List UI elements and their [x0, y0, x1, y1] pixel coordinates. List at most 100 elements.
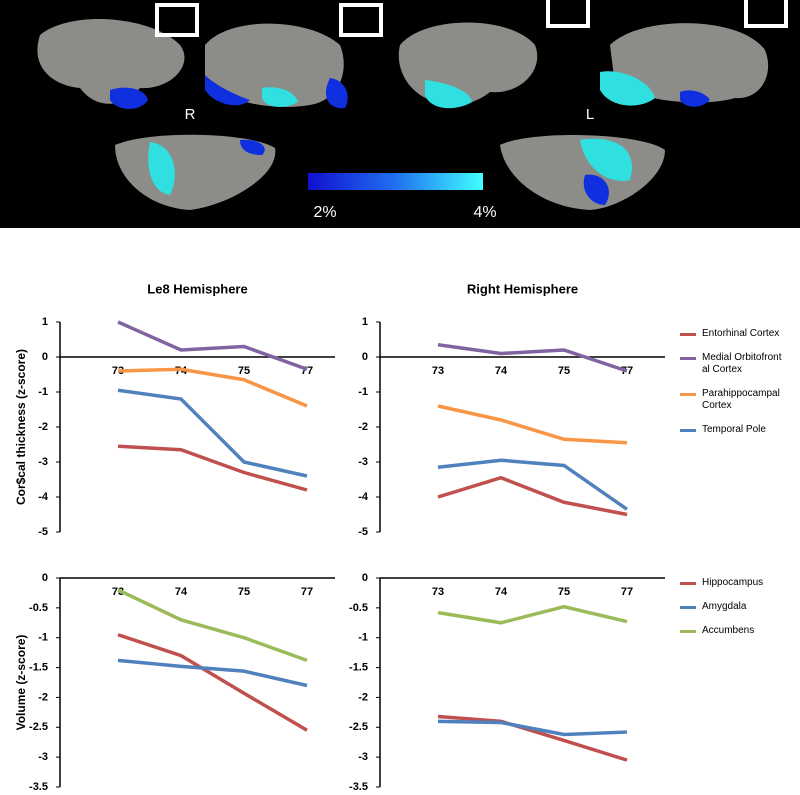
y-tick-label: -4	[358, 491, 369, 503]
legend-entry: Hippocampus	[680, 577, 790, 589]
hemisphere-label: R	[185, 106, 196, 123]
brain-patch	[580, 138, 632, 181]
y-tick-label: -1	[358, 632, 368, 644]
legend-swatch	[680, 333, 696, 336]
legend: Entorhinal Cortex Medial Orbitofrontal Co…	[680, 328, 790, 448]
brain-patch	[148, 142, 175, 195]
brain-patch	[262, 87, 298, 107]
legend-swatch	[680, 606, 696, 609]
x-tick-label: 73	[112, 586, 124, 598]
legend-entry: Parahippocampal Cortex	[680, 388, 790, 412]
series-line	[437, 719, 628, 737]
y-tick-label: -1.5	[349, 661, 368, 673]
legend-label: Hippocampus	[702, 577, 764, 588]
y-tick-label: -1	[358, 386, 368, 398]
y-tick-label: 0	[42, 572, 48, 584]
y-axis-label: Volume (z-score)	[14, 635, 28, 731]
y-tick-label: -5	[38, 526, 48, 538]
colorbar-label: 4%	[473, 204, 496, 221]
brain-patch	[205, 75, 250, 106]
series-line	[437, 404, 628, 445]
y-tick-label: -3	[38, 456, 48, 468]
series-line	[117, 320, 308, 371]
y-tick-label: -2	[38, 691, 48, 703]
series-line	[437, 714, 628, 762]
series-line	[117, 658, 308, 688]
x-tick-label: 77	[621, 586, 633, 598]
y-tick-label: -2.5	[349, 721, 368, 733]
brain-panel: R L 2% 4%	[0, 0, 800, 228]
y-tick-label: -2	[358, 691, 368, 703]
y-tick-label: 0	[362, 572, 368, 584]
x-tick-label: 77	[301, 586, 313, 598]
legend-label: Temporal Pole	[702, 424, 766, 435]
legend-swatch	[680, 429, 696, 432]
series-line	[437, 475, 628, 517]
brain-view	[610, 23, 769, 103]
legend-label: Entorhinal Cortex	[702, 328, 780, 339]
legend-entry: Entorhinal Cortex	[680, 328, 790, 340]
view-box	[155, 3, 199, 37]
brain-patch	[425, 80, 472, 109]
series-line	[437, 604, 628, 625]
legend-label: Amygdala	[702, 601, 747, 612]
x-tick-label: 74	[175, 586, 188, 598]
y-tick-label: -1.5	[29, 661, 48, 673]
y-tick-label: -1	[38, 632, 48, 644]
y-tick-label: -3	[358, 751, 368, 763]
y-tick-label: -0.5	[349, 602, 368, 614]
series-line	[437, 343, 628, 373]
y-tick-label: -0.5	[29, 602, 48, 614]
y-tick-label: -2	[38, 421, 48, 433]
series-line	[117, 367, 308, 408]
brain-view	[37, 18, 185, 104]
brain-patch	[325, 78, 348, 109]
x-tick-label: 75	[558, 365, 570, 377]
y-tick-label: -3	[358, 456, 368, 468]
x-tick-label: 75	[238, 586, 250, 598]
legend-swatch	[680, 582, 696, 585]
hemisphere-label: L	[586, 106, 594, 123]
y-tick-label: 1	[362, 316, 368, 328]
brain-view	[205, 23, 344, 108]
y-tick-label: 0	[362, 351, 368, 363]
legend-swatch	[680, 393, 696, 396]
y-tick-label: -3	[38, 751, 48, 763]
legend-entry: Accumbens	[680, 625, 790, 637]
series-line	[117, 588, 308, 663]
legend-label: Parahippocampal Cortex	[702, 388, 780, 411]
y-tick-label: -1	[38, 386, 48, 398]
legend-swatch	[680, 357, 696, 360]
legend-entry: Amygdala	[680, 601, 790, 613]
view-box	[339, 3, 383, 37]
brain-patch	[600, 71, 655, 106]
series-line	[117, 633, 308, 732]
y-tick-label: -3.5	[349, 781, 368, 793]
legend-label: Accumbens	[702, 625, 755, 636]
series-line	[117, 388, 308, 478]
legend: Hippocampus Amygdala Accumbens	[680, 577, 790, 649]
x-tick-label: 74	[495, 586, 508, 598]
legend-entry: Temporal Pole	[680, 424, 790, 436]
view-box	[744, 0, 788, 28]
x-tick-label: 75	[238, 365, 250, 377]
x-tick-label: 74	[495, 365, 508, 377]
y-tick-label: -5	[358, 526, 368, 538]
y-tick-label: -4	[38, 491, 49, 503]
chart-title: Right Hemisphere	[467, 281, 578, 296]
colorbar-label: 2%	[313, 204, 336, 221]
brain-patch	[583, 174, 609, 205]
legend-entry: Medial Orbitofrontal Cortex	[680, 352, 790, 376]
y-tick-label: -2.5	[29, 721, 48, 733]
view-box	[546, 0, 590, 28]
y-tick-label: 1	[42, 316, 48, 328]
x-tick-label: 73	[432, 586, 444, 598]
y-tick-label: 0	[42, 351, 48, 363]
series-line	[437, 458, 628, 511]
y-tick-label: -3.5	[29, 781, 48, 793]
x-tick-label: 75	[558, 586, 570, 598]
legend-label: Medial Orbitofrontal Cortex	[702, 352, 782, 375]
brain-patch	[110, 87, 148, 109]
colorbar	[308, 173, 483, 190]
